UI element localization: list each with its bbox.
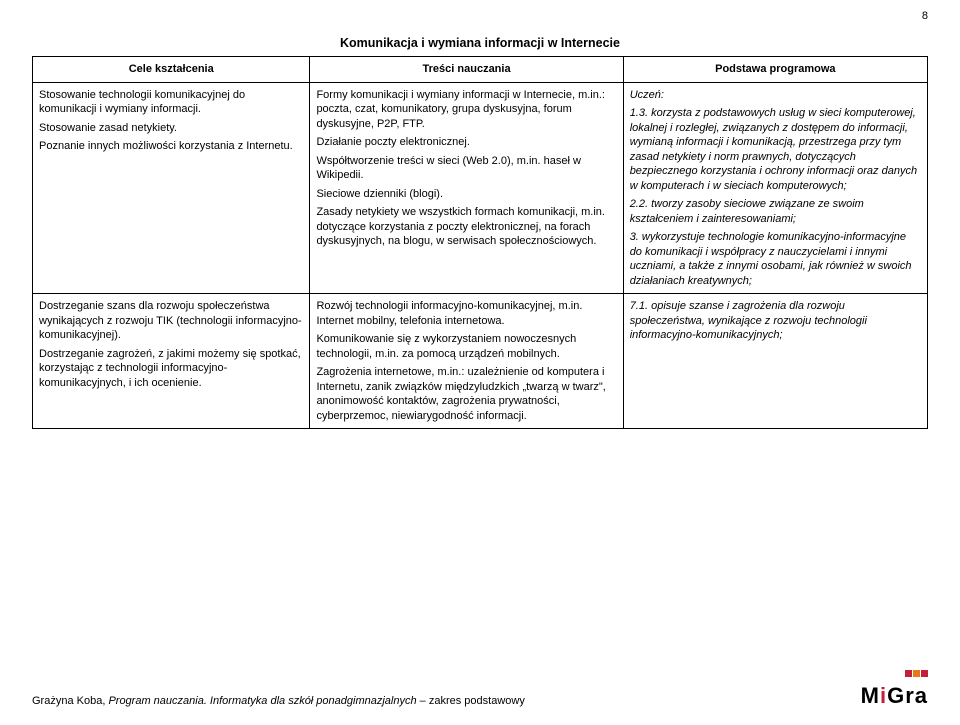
table-row: Stosowanie technologii komunikacyjnej do… <box>33 82 928 294</box>
logo-squares-icon <box>904 664 928 682</box>
table-header-1: Cele kształcenia <box>33 57 310 83</box>
table-header-3: Podstawa programowa <box>623 57 927 83</box>
footer-text: Grażyna Koba, Program nauczania. Informa… <box>32 695 525 707</box>
para: Uczeń: <box>630 88 921 103</box>
cell-r2-c3: 7.1. opisuje szanse i zagrożenia dla roz… <box>623 294 927 429</box>
cell-r1-c1: Stosowanie technologii komunikacyjnej do… <box>33 82 310 294</box>
para: 2.2. tworzy zasoby sieciowe związane ze … <box>630 197 921 226</box>
para: Dostrzeganie szans dla rozwoju społeczeń… <box>39 299 303 343</box>
para: Formy komunikacji i wymiany informacji w… <box>316 88 616 132</box>
logo-text: MiGra <box>861 685 928 707</box>
para: Działanie poczty elektronicznej. <box>316 135 616 150</box>
footer-author: Grażyna Koba, <box>32 695 105 707</box>
para: Sieciowe dzienniki (blogi). <box>316 187 616 202</box>
para: 1.3. korzysta z podstawowych usług w sie… <box>630 106 921 193</box>
para: 7.1. opisuje szanse i zagrożenia dla roz… <box>630 299 921 343</box>
para: Stosowanie technologii komunikacyjnej do… <box>39 88 303 117</box>
logo: MiGra <box>858 664 928 707</box>
para: Dostrzeganie zagrożeń, z jakimi możemy s… <box>39 347 303 391</box>
cell-r2-c1: Dostrzeganie szans dla rozwoju społeczeń… <box>33 294 310 429</box>
para: Rozwój technologii informacyjno-komunika… <box>316 299 616 328</box>
para: Poznanie innych możliwości korzystania z… <box>39 139 303 154</box>
para: Zasady netykiety we wszystkich formach k… <box>316 205 616 249</box>
cell-r1-c3: Uczeń: 1.3. korzysta z podstawowych usłu… <box>623 82 927 294</box>
footer-title-1: Program nauczania. Informatyka dla szkół… <box>108 695 416 707</box>
section-title: Komunikacja i wymiana informacji w Inter… <box>32 36 928 50</box>
cell-r1-c2: Formy komunikacji i wymiany informacji w… <box>310 82 623 294</box>
para: Współtworzenie treści w sieci (Web 2.0),… <box>316 154 616 183</box>
para: 3. wykorzystuje technologie komunikacyjn… <box>630 230 921 288</box>
curriculum-table: Cele kształcenia Treści nauczania Podsta… <box>32 56 928 429</box>
table-row: Dostrzeganie szans dla rozwoju społeczeń… <box>33 294 928 429</box>
para: Zagrożenia internetowe, m.in.: uzależnie… <box>316 365 616 423</box>
cell-r2-c2: Rozwój technologii informacyjno-komunika… <box>310 294 623 429</box>
main-content: Komunikacja i wymiana informacji w Inter… <box>0 0 960 429</box>
page-number: 8 <box>922 10 928 22</box>
footer-title-2: – zakres podstawowy <box>420 695 525 707</box>
para: Komunikowanie się z wykorzystaniem nowoc… <box>316 332 616 361</box>
table-header-2: Treści nauczania <box>310 57 623 83</box>
para: Stosowanie zasad netykiety. <box>39 121 303 136</box>
footer: Grażyna Koba, Program nauczania. Informa… <box>32 664 928 707</box>
